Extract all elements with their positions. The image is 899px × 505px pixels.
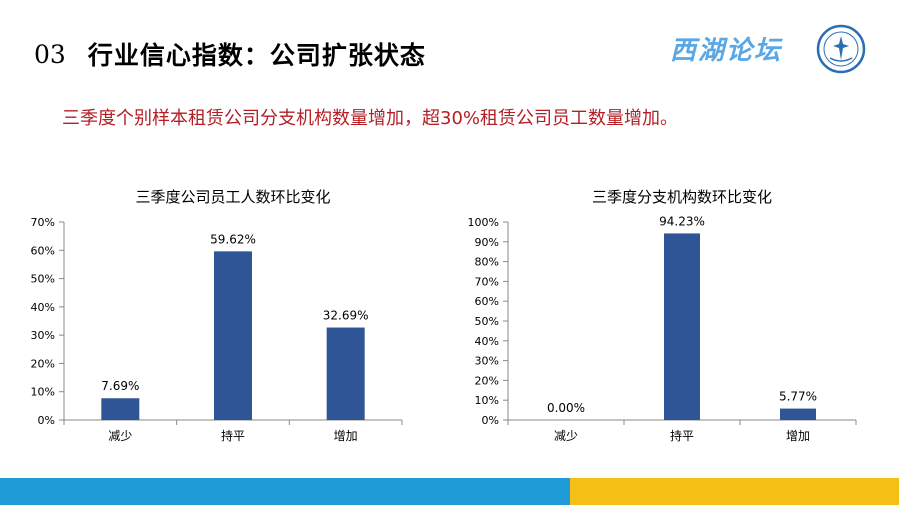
bar-value-label: 59.62% [210,232,256,246]
bar [780,408,816,420]
y-tick-label: 70% [475,275,499,288]
chart-branch-change: 三季度分支机构数环比变化 0% 10% 20% 30% 40% 50% 60% 70% 80% 90… [458,180,868,460]
y-tick-label: 40% [31,301,55,314]
bar-value-label: 0.00% [547,401,585,415]
y-tick-label: 10% [475,394,499,407]
x-category-label: 增加 [334,429,358,443]
slide-title: 03 行业信心指数：公司扩张状态 [34,34,426,74]
x-category-label: 持平 [221,428,245,443]
y-tick-label: 60% [31,244,55,257]
y-tick-label: 60% [475,295,499,308]
bar [101,398,140,420]
x-category-label: 减少 [108,429,132,443]
chart-title: 三季度公司员工人数环比变化 [135,188,330,206]
brand-name: 西湖论坛 [670,36,783,66]
x-category-label: 增加 [786,429,810,443]
y-tick-label: 10% [31,386,55,399]
chart-svg: 三季度分支机构数环比变化 0% 10% 20% 30% 40% 50% 60% 70% 80% 90… [468,188,857,443]
x-category-label: 减少 [554,429,578,443]
y-tick-label: 20% [475,374,499,387]
bar-value-label: 7.69% [101,379,139,393]
y-tick-label: 0% [482,414,499,427]
y-tick-label: 80% [475,256,499,269]
y-tick-label: 50% [31,273,55,286]
chart-title: 三季度分支机构数环比变化 [592,188,772,206]
slide-subtitle: 三季度个别样本租赁公司分支机构数量增加，超30%租赁公司员工数量增加。 [62,108,679,129]
bar-value-label: 94.23% [659,214,705,228]
bar [214,251,252,420]
y-tick-label: 100% [468,216,499,229]
y-tick-label: 70% [31,216,55,229]
y-tick-label: 20% [31,357,55,370]
y-tick-label: 40% [475,335,499,348]
forum-logo-icon [816,24,866,74]
bar [326,327,365,420]
x-category-label: 持平 [670,428,694,443]
bar-value-label: 32.69% [323,309,369,323]
y-tick-label: 50% [475,315,499,328]
y-tick-label: 30% [31,329,55,342]
bar-value-label: 5.77% [779,390,817,404]
slide-number: 03 [34,39,66,69]
slide-title-text: 行业信心指数：公司扩张状态 [87,41,426,70]
y-tick-label: 90% [475,236,499,249]
footer-bar-yellow [570,478,899,505]
bar [664,233,700,420]
chart-employee-change: 三季度公司员工人数环比变化 0% 10% 20% 30% 40% 50% 60% 70% 7.69… [20,180,410,460]
chart-svg: 三季度公司员工人数环比变化 0% 10% 20% 30% 40% 50% 60% 70% 7.69… [31,188,403,443]
y-tick-label: 0% [38,414,55,427]
footer-bar-blue [0,478,570,505]
y-tick-label: 30% [475,355,499,368]
